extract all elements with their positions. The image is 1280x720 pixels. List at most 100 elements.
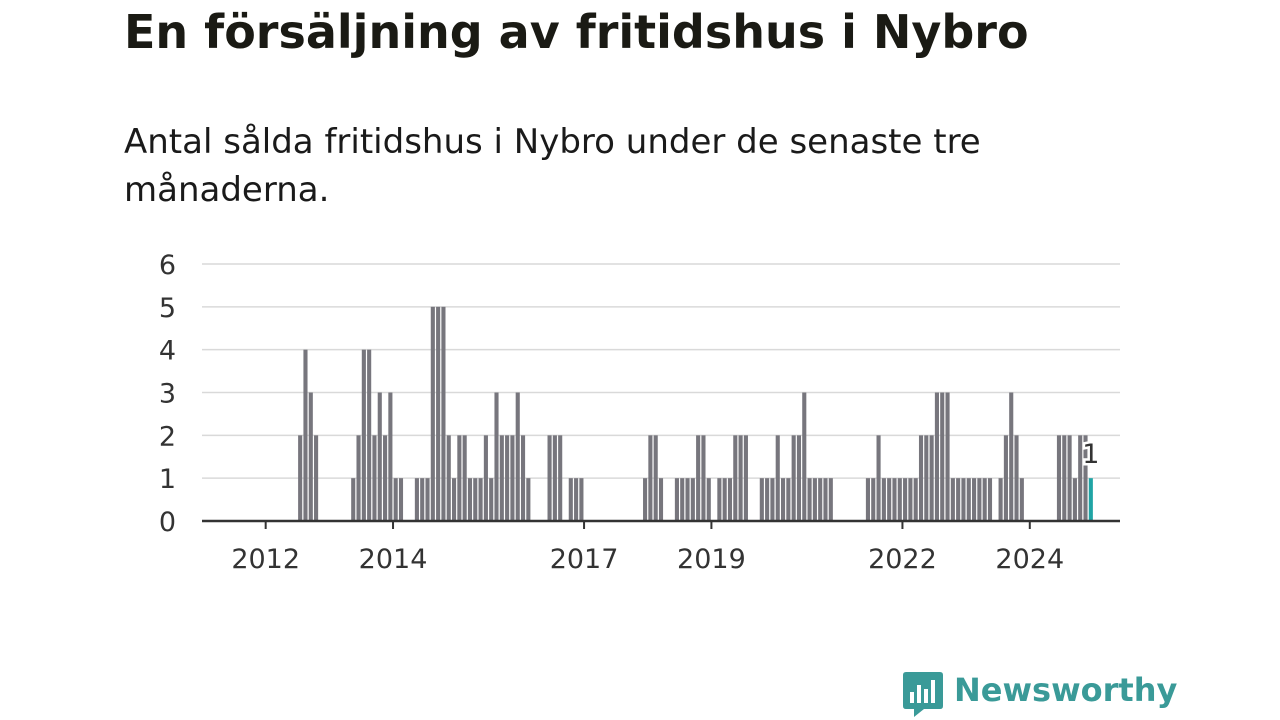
bar: [961, 478, 966, 521]
bar: [791, 435, 796, 521]
y-tick-label: 4: [159, 336, 176, 367]
newsworthy-logo-text: Newsworthy: [954, 671, 1178, 709]
bar: [558, 435, 563, 521]
page-title: En försäljning av fritidshus i Nybro: [124, 5, 1029, 59]
bar: [377, 392, 382, 521]
bar: [770, 478, 775, 521]
bar: [892, 478, 897, 521]
bar: [520, 435, 526, 521]
bar: [727, 478, 733, 521]
bar: [977, 478, 982, 521]
bar: [865, 478, 870, 521]
bar: [367, 349, 372, 521]
x-tick-label: 2014: [359, 544, 428, 575]
bar: [515, 392, 520, 521]
y-tick-label: 6: [159, 250, 176, 281]
bar: [393, 478, 398, 521]
bar: [441, 306, 446, 521]
bar: [685, 478, 690, 521]
y-tick-label: 0: [159, 507, 176, 538]
highlight-value-label: 1: [1082, 439, 1099, 470]
bar: [1062, 435, 1067, 521]
bar: [950, 478, 955, 521]
bar: [1078, 435, 1083, 521]
bar: [457, 435, 462, 521]
bar: [653, 435, 658, 521]
bar: [929, 435, 934, 521]
bar: [674, 478, 679, 521]
bar: [903, 478, 908, 521]
bar: [494, 392, 499, 521]
bar: [579, 478, 584, 521]
bar: [966, 478, 971, 521]
bar: [807, 478, 812, 521]
bar: [1083, 435, 1088, 521]
bar: [372, 435, 377, 521]
bar: [887, 478, 892, 521]
bar: [701, 435, 706, 521]
bar: [1072, 478, 1077, 521]
bar: [1067, 435, 1072, 521]
bar: [823, 478, 828, 521]
bar: [775, 435, 780, 521]
bar: [913, 478, 918, 521]
bar: [383, 435, 388, 521]
bar: [972, 478, 977, 521]
x-tick-label: 2012: [231, 544, 300, 575]
x-tick-label: 2019: [677, 544, 746, 575]
bar: [489, 478, 494, 521]
bar: [425, 478, 430, 521]
bar: [680, 478, 685, 521]
bar: [298, 435, 303, 521]
y-tick-label: 5: [159, 293, 176, 324]
bar: [696, 435, 701, 521]
bar: [897, 478, 902, 521]
bar: [690, 478, 695, 521]
bar: [759, 478, 764, 521]
bar: [643, 478, 648, 521]
bar: [780, 478, 786, 521]
bar: [940, 392, 945, 521]
bar: [924, 435, 929, 521]
bar: [982, 478, 987, 521]
bar: [743, 435, 748, 521]
bar: [420, 478, 425, 521]
bar: [547, 435, 552, 521]
bar: [818, 478, 823, 521]
bar: [722, 478, 727, 521]
bar: [987, 478, 993, 521]
bar: [526, 478, 531, 521]
bar: [802, 392, 807, 521]
x-tick-label: 2024: [995, 544, 1064, 575]
bar: [478, 478, 483, 521]
bar: [568, 478, 573, 521]
bar: [934, 392, 939, 521]
bar: [473, 478, 478, 521]
newsworthy-logo-icon: [903, 672, 943, 717]
x-tick-label: 2017: [550, 544, 619, 575]
bar: [1009, 392, 1014, 521]
bar: [945, 392, 950, 521]
newsworthy-logo: Newsworthy: [902, 670, 1177, 720]
bar: [361, 349, 366, 521]
bar: [483, 435, 488, 521]
bar: [436, 306, 441, 521]
bar: [303, 349, 308, 521]
bar: [1019, 478, 1024, 521]
bar: [658, 478, 664, 521]
bar: [876, 435, 881, 521]
bar: [1056, 435, 1062, 521]
bar: [462, 435, 467, 521]
bar: [738, 435, 743, 521]
bar: [828, 478, 833, 521]
bar: [956, 478, 961, 521]
bar: [881, 478, 886, 521]
bar: [733, 435, 738, 521]
bar: [796, 435, 802, 521]
bar: [356, 435, 361, 521]
bar-highlight: [1088, 478, 1093, 521]
bar: [786, 478, 791, 521]
bar: [998, 478, 1003, 521]
y-tick-label: 2: [159, 421, 176, 452]
x-tick-label: 2022: [868, 544, 937, 575]
